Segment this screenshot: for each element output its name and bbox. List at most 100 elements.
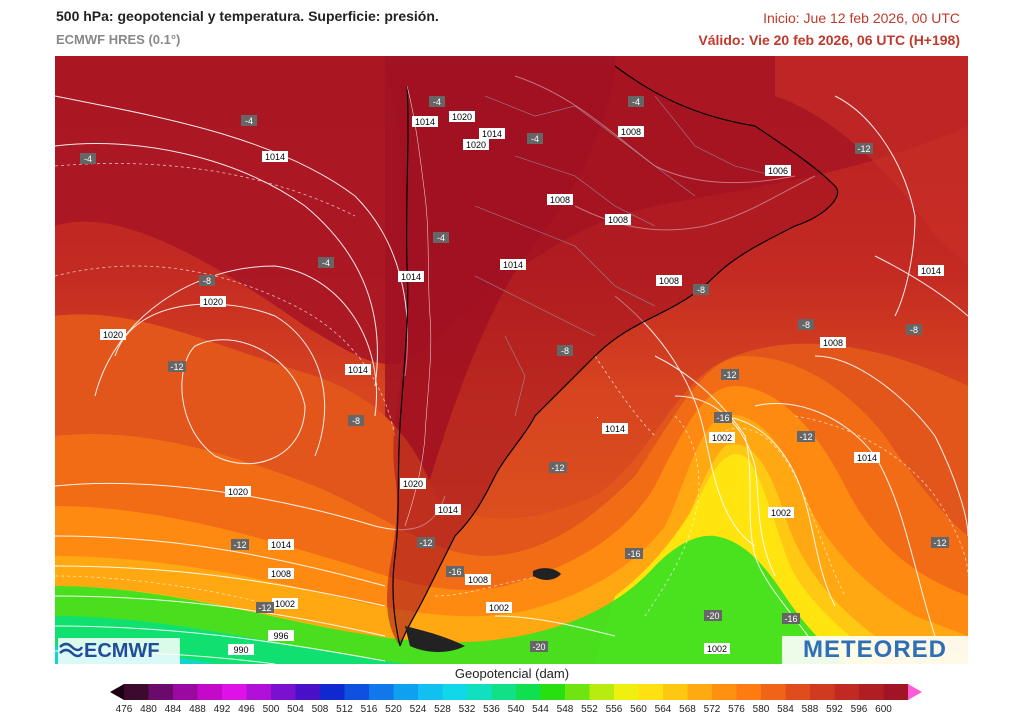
svg-text:-12: -12 [857, 144, 870, 154]
colorbar-swatch [442, 684, 468, 700]
temp-label: -4 [241, 115, 257, 126]
colorbar-ticks: 476 480 484 488 492 496 500 504 508 512 516 520 524 5… [110, 704, 922, 718]
temp-label: -4 [318, 257, 334, 268]
colorbar-max-arrow [908, 684, 922, 700]
isobar-label: 1020 [100, 329, 126, 340]
isobar-label: 1014 [854, 452, 880, 463]
svg-text:-12: -12 [799, 432, 812, 442]
svg-text:1006: 1006 [768, 166, 788, 176]
isobar-label: 1014 [918, 265, 944, 276]
isobar-label: 1014 [500, 259, 526, 270]
colorbar-swatch [859, 684, 884, 700]
svg-text:996: 996 [273, 631, 288, 641]
svg-text:1002: 1002 [707, 644, 727, 654]
temp-label: -16 [782, 613, 800, 624]
svg-text:1014: 1014 [482, 129, 502, 139]
isobar-label: 1008 [465, 574, 491, 585]
svg-text:1008: 1008 [659, 276, 679, 286]
temp-label: -8 [557, 345, 573, 356]
temp-label: -8 [348, 415, 364, 426]
temp-label: -4 [628, 96, 644, 107]
svg-text:1002: 1002 [489, 603, 509, 613]
colorbar-tick-label: 512 [336, 704, 353, 715]
map-canvas: 1014 1020 1014 1020 1014 1008 1008 1008 … [55, 56, 968, 664]
colorbar-tick-label: 560 [630, 704, 647, 715]
colorbar-swatch [638, 684, 664, 700]
isobar-label: 1014 [435, 504, 461, 515]
isobar-label: 1020 [463, 139, 489, 150]
ecmwf-logo-text: ECMWF [84, 639, 160, 662]
colorbar-swatch [516, 684, 541, 700]
svg-text:990: 990 [233, 645, 248, 655]
isobar-label: 1006 [765, 165, 791, 176]
ecmwf-logo: ECMWF [58, 638, 180, 664]
colorbar-swatch [197, 684, 223, 700]
colorbar-swatch [393, 684, 419, 700]
weather-map[interactable]: 1014 1020 1014 1020 1014 1008 1008 1008 … [55, 56, 968, 664]
temp-label: -16 [714, 412, 732, 423]
colorbar-swatch [295, 684, 321, 700]
colorbar-tick-label: 488 [189, 704, 206, 715]
colorbar-swatch [785, 684, 811, 700]
svg-text:-4: -4 [84, 154, 92, 164]
svg-text:-4: -4 [437, 233, 445, 243]
isobar-label: 1020 [200, 296, 226, 307]
temp-label: -20 [704, 610, 722, 621]
colorbar-tick-label: 540 [507, 704, 525, 715]
isobar-label: 990 [228, 644, 254, 655]
isobar-label: 1008 [820, 337, 846, 348]
svg-text:1008: 1008 [608, 215, 628, 225]
colorbar-swatch [687, 684, 713, 700]
svg-text:1014: 1014 [857, 453, 877, 463]
colorbar-swatch [369, 684, 394, 700]
svg-text:-8: -8 [203, 276, 211, 286]
colorbar-tick-label: 556 [605, 704, 623, 715]
temp-label: -12 [931, 537, 949, 548]
meteored-logo-text: METEORED [802, 636, 947, 663]
svg-text:1014: 1014 [265, 152, 285, 162]
colorbar-swatch [663, 684, 688, 700]
svg-text:1020: 1020 [103, 330, 123, 340]
svg-text:1008: 1008 [468, 575, 488, 585]
svg-text:1014: 1014 [503, 260, 523, 270]
svg-text:-8: -8 [910, 325, 918, 335]
isobar-label: 1002 [272, 598, 298, 609]
isobar-label: 1002 [704, 643, 730, 654]
colorbar-swatch [222, 684, 247, 700]
colorbar-tick-label: 564 [654, 704, 672, 715]
temp-label: -12 [721, 369, 739, 380]
colorbar-tick-label: 520 [385, 704, 402, 715]
colorbar-tick-label: 484 [164, 704, 182, 715]
colorbar-min-arrow [110, 684, 124, 700]
model-name: ECMWF HRES (0.1°) [56, 32, 181, 47]
colorbar-tick-label: 600 [875, 704, 892, 715]
valid-time: Válido: Vie 20 feb 2026, 06 UTC (H+198) [698, 32, 960, 48]
svg-text:-4: -4 [632, 97, 640, 107]
colorbar-tick-label: 548 [556, 704, 574, 715]
svg-text:-4: -4 [433, 97, 441, 107]
temp-label: -8 [798, 319, 814, 330]
svg-text:1014: 1014 [415, 117, 435, 127]
temp-label: -4 [527, 133, 543, 144]
temp-label: -12 [855, 143, 873, 154]
init-time: Inicio: Jue 12 feb 2026, 00 UTC [763, 10, 960, 26]
colorbar-tick-label: 532 [458, 704, 476, 715]
colorbar-tick-label: 584 [777, 704, 794, 715]
svg-text:1014: 1014 [401, 272, 421, 282]
svg-text:-4: -4 [322, 258, 330, 268]
colorbar-swatch [712, 684, 737, 700]
colorbar-swatch [491, 684, 517, 700]
isobar-label: 1008 [618, 126, 644, 137]
colorbar-swatch [810, 684, 835, 700]
header: 500 hPa: geopotencial y temperatura. Sup… [0, 0, 1024, 56]
colorbar-tick-label: 516 [360, 704, 378, 715]
colorbar-swatch [589, 684, 615, 700]
colorbar-swatch [565, 684, 590, 700]
svg-text:-16: -16 [448, 567, 461, 577]
colorbar-tick-label: 552 [581, 704, 598, 715]
isobar-label: 1008 [605, 214, 631, 225]
colorbar-swatch [540, 684, 566, 700]
temp-label: -12 [168, 361, 186, 372]
isobar-label: 1008 [268, 568, 294, 579]
colorbar-tick-label: 528 [434, 704, 451, 715]
